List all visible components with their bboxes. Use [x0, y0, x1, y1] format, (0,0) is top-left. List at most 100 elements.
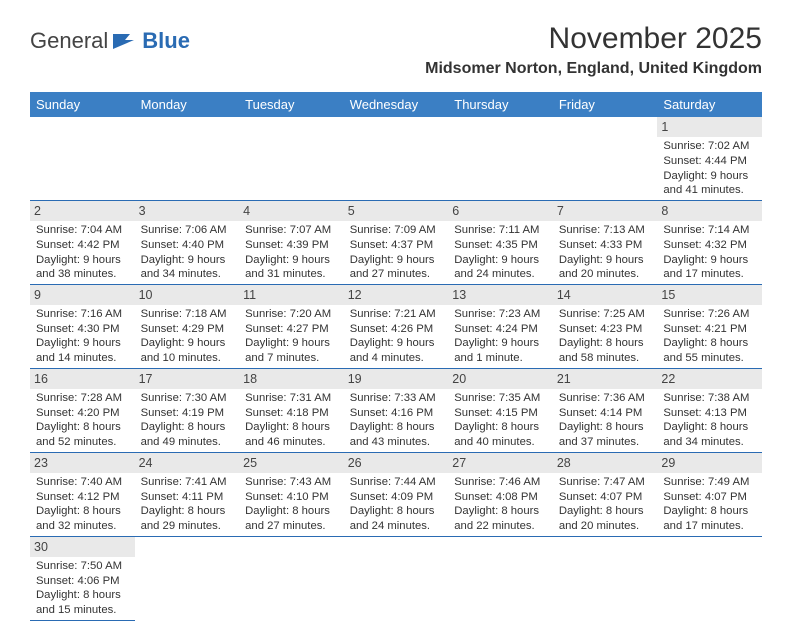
daylight-text: and 37 minutes.: [559, 435, 652, 450]
sunrise-text: Sunrise: 7:50 AM: [36, 559, 129, 574]
calendar-cell: [448, 536, 553, 620]
daylight-text: and 32 minutes.: [36, 519, 129, 534]
sunset-text: Sunset: 4:09 PM: [350, 490, 443, 505]
calendar-cell: 17Sunrise: 7:30 AMSunset: 4:19 PMDayligh…: [135, 368, 240, 452]
calendar-cell: [344, 117, 449, 200]
calendar-cell: 16Sunrise: 7:28 AMSunset: 4:20 PMDayligh…: [30, 368, 135, 452]
calendar-cell: 7Sunrise: 7:13 AMSunset: 4:33 PMDaylight…: [553, 200, 658, 284]
sunset-text: Sunset: 4:11 PM: [141, 490, 234, 505]
sunrise-text: Sunrise: 7:31 AM: [245, 391, 338, 406]
day-number: 11: [239, 285, 344, 305]
daylight-text: and 17 minutes.: [663, 267, 756, 282]
daylight-text: and 49 minutes.: [141, 435, 234, 450]
daylight-text: Daylight: 8 hours: [141, 504, 234, 519]
daylight-text: and 41 minutes.: [663, 183, 756, 198]
calendar-cell: 20Sunrise: 7:35 AMSunset: 4:15 PMDayligh…: [448, 368, 553, 452]
daylight-text: and 1 minute.: [454, 351, 547, 366]
calendar-cell: 13Sunrise: 7:23 AMSunset: 4:24 PMDayligh…: [448, 284, 553, 368]
daylight-text: and 4 minutes.: [350, 351, 443, 366]
calendar-cell: 28Sunrise: 7:47 AMSunset: 4:07 PMDayligh…: [553, 452, 658, 536]
daylight-text: and 24 minutes.: [350, 519, 443, 534]
daylight-text: Daylight: 8 hours: [36, 504, 129, 519]
sunset-text: Sunset: 4:20 PM: [36, 406, 129, 421]
daylight-text: Daylight: 8 hours: [663, 336, 756, 351]
daylight-text: Daylight: 8 hours: [36, 588, 129, 603]
day-header: Sunday: [30, 92, 135, 117]
calendar-cell: [239, 117, 344, 200]
calendar-cell: 8Sunrise: 7:14 AMSunset: 4:32 PMDaylight…: [657, 200, 762, 284]
day-header: Tuesday: [239, 92, 344, 117]
daylight-text: Daylight: 9 hours: [350, 253, 443, 268]
sunset-text: Sunset: 4:35 PM: [454, 238, 547, 253]
sunrise-text: Sunrise: 7:47 AM: [559, 475, 652, 490]
sunset-text: Sunset: 4:07 PM: [663, 490, 756, 505]
daylight-text: and 34 minutes.: [141, 267, 234, 282]
sunrise-text: Sunrise: 7:46 AM: [454, 475, 547, 490]
calendar-cell: 23Sunrise: 7:40 AMSunset: 4:12 PMDayligh…: [30, 452, 135, 536]
daylight-text: Daylight: 9 hours: [36, 336, 129, 351]
day-number: 29: [657, 453, 762, 473]
sunset-text: Sunset: 4:23 PM: [559, 322, 652, 337]
day-number: 7: [553, 201, 658, 221]
calendar-week: 23Sunrise: 7:40 AMSunset: 4:12 PMDayligh…: [30, 452, 762, 536]
day-number: 18: [239, 369, 344, 389]
sunrise-text: Sunrise: 7:44 AM: [350, 475, 443, 490]
daylight-text: and 38 minutes.: [36, 267, 129, 282]
calendar-cell: 6Sunrise: 7:11 AMSunset: 4:35 PMDaylight…: [448, 200, 553, 284]
sunrise-text: Sunrise: 7:21 AM: [350, 307, 443, 322]
day-header: Monday: [135, 92, 240, 117]
calendar-cell: 22Sunrise: 7:38 AMSunset: 4:13 PMDayligh…: [657, 368, 762, 452]
day-number: 2: [30, 201, 135, 221]
day-number: 13: [448, 285, 553, 305]
day-header: Thursday: [448, 92, 553, 117]
calendar-week: 1Sunrise: 7:02 AMSunset: 4:44 PMDaylight…: [30, 117, 762, 200]
calendar-cell: [239, 536, 344, 620]
daylight-text: Daylight: 8 hours: [350, 504, 443, 519]
day-number: 5: [344, 201, 449, 221]
sunset-text: Sunset: 4:24 PM: [454, 322, 547, 337]
flag-icon: [112, 31, 138, 51]
daylight-text: Daylight: 8 hours: [559, 420, 652, 435]
daylight-text: and 31 minutes.: [245, 267, 338, 282]
sunset-text: Sunset: 4:40 PM: [141, 238, 234, 253]
calendar-week: 30Sunrise: 7:50 AMSunset: 4:06 PMDayligh…: [30, 536, 762, 620]
day-number: 21: [553, 369, 658, 389]
calendar-cell: [135, 117, 240, 200]
daylight-text: Daylight: 8 hours: [663, 420, 756, 435]
daylight-text: Daylight: 8 hours: [454, 504, 547, 519]
brand-part1: General: [30, 28, 108, 54]
sunrise-text: Sunrise: 7:23 AM: [454, 307, 547, 322]
daylight-text: Daylight: 8 hours: [245, 420, 338, 435]
calendar-cell: 1Sunrise: 7:02 AMSunset: 4:44 PMDaylight…: [657, 117, 762, 200]
brand-part2: Blue: [142, 28, 190, 54]
sunrise-text: Sunrise: 7:38 AM: [663, 391, 756, 406]
calendar-cell: [448, 117, 553, 200]
sunset-text: Sunset: 4:12 PM: [36, 490, 129, 505]
page-title: November 2025: [425, 22, 762, 56]
daylight-text: Daylight: 8 hours: [245, 504, 338, 519]
daylight-text: and 14 minutes.: [36, 351, 129, 366]
sunrise-text: Sunrise: 7:07 AM: [245, 223, 338, 238]
calendar-cell: 15Sunrise: 7:26 AMSunset: 4:21 PMDayligh…: [657, 284, 762, 368]
calendar-cell: 11Sunrise: 7:20 AMSunset: 4:27 PMDayligh…: [239, 284, 344, 368]
day-header: Saturday: [657, 92, 762, 117]
sunset-text: Sunset: 4:10 PM: [245, 490, 338, 505]
day-number: 27: [448, 453, 553, 473]
sunrise-text: Sunrise: 7:36 AM: [559, 391, 652, 406]
calendar-cell: 12Sunrise: 7:21 AMSunset: 4:26 PMDayligh…: [344, 284, 449, 368]
calendar-cell: 30Sunrise: 7:50 AMSunset: 4:06 PMDayligh…: [30, 536, 135, 620]
sunset-text: Sunset: 4:18 PM: [245, 406, 338, 421]
daylight-text: and 20 minutes.: [559, 519, 652, 534]
calendar-cell: [344, 536, 449, 620]
day-number: 19: [344, 369, 449, 389]
day-number: 23: [30, 453, 135, 473]
daylight-text: Daylight: 8 hours: [559, 336, 652, 351]
sunset-text: Sunset: 4:42 PM: [36, 238, 129, 253]
day-number: 26: [344, 453, 449, 473]
calendar-week: 16Sunrise: 7:28 AMSunset: 4:20 PMDayligh…: [30, 368, 762, 452]
sunrise-text: Sunrise: 7:11 AM: [454, 223, 547, 238]
sunrise-text: Sunrise: 7:18 AM: [141, 307, 234, 322]
sunset-text: Sunset: 4:37 PM: [350, 238, 443, 253]
sunset-text: Sunset: 4:19 PM: [141, 406, 234, 421]
sunset-text: Sunset: 4:06 PM: [36, 574, 129, 589]
